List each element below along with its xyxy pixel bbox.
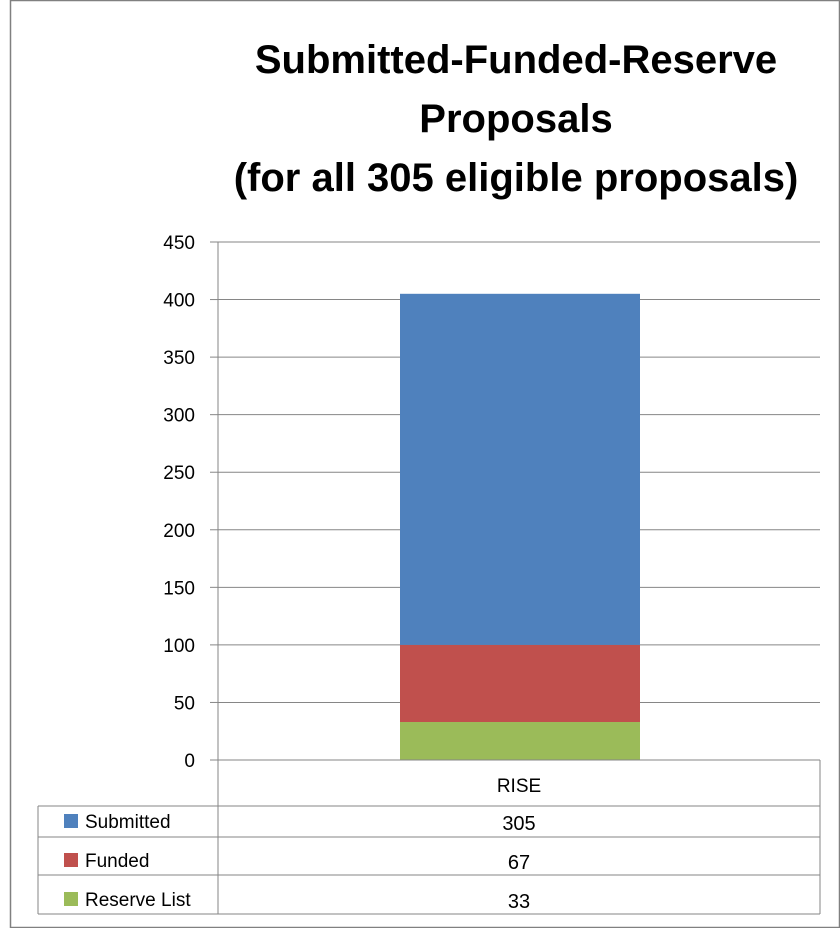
y-tick-label: 200	[163, 521, 195, 542]
legend-key-submitted	[64, 814, 78, 828]
chart-title: Submitted-Funded-Reserve Proposals (for …	[234, 38, 799, 200]
table-value-reserve-list: 33	[508, 891, 530, 913]
chart-title-line-2: Proposals	[419, 97, 612, 141]
legend-key-reserve-list	[64, 892, 78, 906]
y-axis-tick-labels: 0 50 100 150 200 250 300 350 400 450	[163, 233, 195, 772]
y-tick-label: 300	[163, 406, 195, 427]
bar-submitted	[400, 293, 640, 645]
y-tick-label: 350	[163, 348, 195, 369]
bar-reserve-list	[400, 722, 640, 760]
bar-group	[400, 293, 640, 760]
y-tick-label: 100	[163, 636, 195, 657]
chart-title-line-1: Submitted-Funded-Reserve	[255, 38, 777, 82]
y-tick-label: 50	[174, 693, 195, 714]
bar-funded	[400, 644, 640, 723]
table-value-funded: 67	[508, 852, 530, 874]
chart-title-line-3: (for all 305 eligible proposals)	[234, 156, 799, 200]
legend-label-reserve-list: Reserve List	[85, 890, 191, 911]
y-tick-label: 150	[163, 578, 195, 599]
legend-label-submitted: Submitted	[85, 812, 171, 833]
y-tick-label: 0	[184, 751, 195, 772]
category-label-rise: RISE	[497, 776, 541, 797]
y-tick-label: 400	[163, 291, 195, 312]
data-table: RISE Submitted 305 Funded 67 Reserve Lis…	[37, 760, 821, 915]
table-value-submitted: 305	[502, 813, 535, 835]
legend-key-funded	[64, 853, 78, 867]
legend-label-funded: Funded	[85, 851, 149, 872]
y-tick-label: 250	[163, 463, 195, 484]
y-tick-label: 450	[163, 233, 195, 254]
